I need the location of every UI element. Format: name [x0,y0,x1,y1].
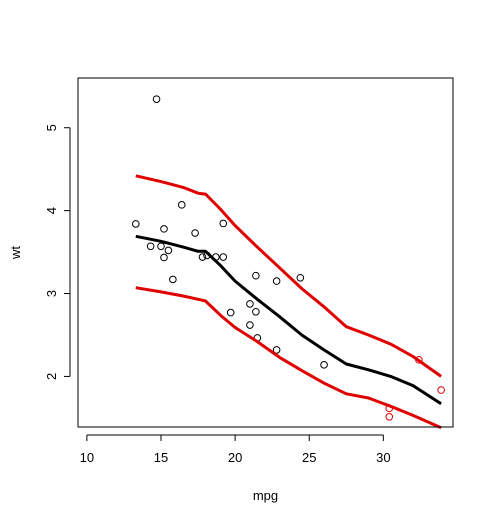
data-point [252,271,260,280]
data-point [246,300,254,308]
data-point [198,253,207,261]
y-tick-label: 2 [44,373,59,380]
x-tick-label: 10 [80,450,94,465]
x-tick-label: 30 [376,450,390,465]
data-point [320,361,328,369]
data-point [219,253,228,261]
data-point [132,220,140,228]
data-point [191,229,199,237]
chart-marks [132,95,445,430]
data-point [385,413,394,421]
y-axis-label: wt [8,246,23,260]
data-point [246,321,254,329]
data-point [152,95,161,103]
data-point [169,275,177,284]
data-point [272,346,281,354]
data-point [226,308,235,317]
data-point [252,307,260,316]
x-tick-label: 25 [302,450,316,465]
data-point [219,219,228,228]
data-point [177,201,186,209]
data-point [146,242,155,251]
x-tick-label: 15 [154,450,168,465]
data-point [157,242,165,251]
data-point [272,277,281,285]
data-point [160,253,168,262]
y-tick-label: 5 [44,124,59,131]
y-tick-label: 3 [44,290,59,297]
axes: 10 15 20 25 30 2 3 4 5 [44,124,391,465]
data-point [160,225,168,233]
data-point [437,386,445,394]
x-axis-label: mpg [253,488,278,503]
data-point [296,273,305,282]
band-line [135,174,442,378]
plot-frame [77,77,454,428]
y-tick-label: 4 [44,207,59,214]
data-point [164,246,173,255]
fit-line [135,234,442,406]
x-tick-label: 20 [228,450,242,465]
band-line [135,286,442,430]
